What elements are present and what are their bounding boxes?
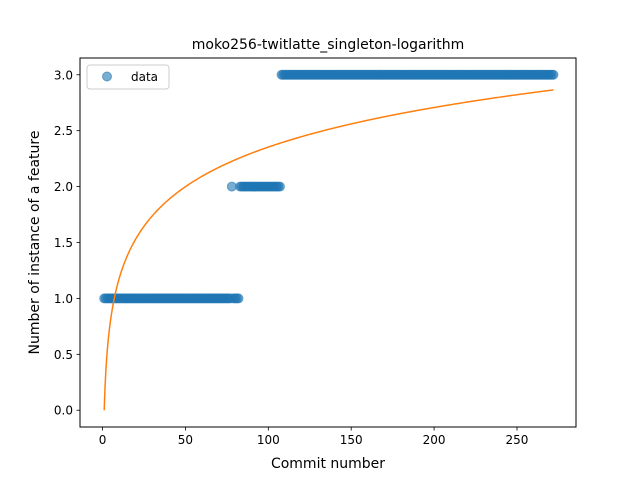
y-tick-label: 2.0 <box>54 180 73 194</box>
x-tick-label: 250 <box>506 433 529 447</box>
y-tick-label: 0.0 <box>54 404 73 418</box>
y-tick-label: 2.5 <box>54 124 73 138</box>
plot-area <box>99 69 559 411</box>
legend-box <box>86 64 170 90</box>
legend: data <box>86 64 170 90</box>
data-point <box>274 181 285 192</box>
legend-marker-data <box>102 71 112 82</box>
y-axis-ticks: 0.0 0.5 1.0 1.5 2.0 2.5 3.0 <box>54 68 80 418</box>
x-axis-label: Commit number <box>271 456 385 472</box>
data-point <box>226 181 237 192</box>
x-tick-label: 50 <box>178 433 193 447</box>
chart-title: moko256-twitlatte_singleton-logarithm <box>192 37 465 53</box>
x-tick-label: 200 <box>423 433 446 447</box>
y-tick-label: 3.0 <box>54 68 73 82</box>
data-point <box>233 293 244 304</box>
y-axis-label: Number of instance of a feature <box>27 131 43 355</box>
data-point <box>548 69 559 80</box>
y-tick-label: 1.5 <box>54 236 73 250</box>
x-tick-label: 0 <box>99 433 107 447</box>
fit-line <box>103 89 554 411</box>
x-tick-label: 150 <box>340 433 363 447</box>
y-tick-label: 0.5 <box>54 348 73 362</box>
x-tick-label: 100 <box>257 433 280 447</box>
legend-label-data: data <box>131 70 158 84</box>
y-tick-label: 1.0 <box>54 292 73 306</box>
x-axis-ticks: 0 50 100 150 200 250 <box>99 427 529 447</box>
